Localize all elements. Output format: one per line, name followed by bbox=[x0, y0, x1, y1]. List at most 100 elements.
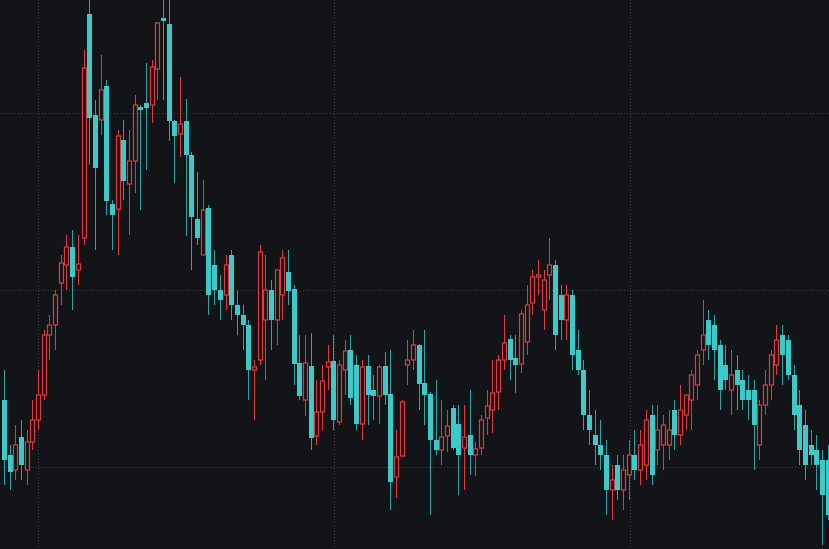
candle-up bbox=[484, 390, 491, 435]
candle-body bbox=[218, 290, 223, 300]
candle-up bbox=[399, 400, 406, 457]
candle-body bbox=[110, 204, 115, 215]
candle-body bbox=[52, 294, 59, 326]
candle-body bbox=[81, 67, 88, 239]
candle-body bbox=[643, 419, 650, 466]
candle-body bbox=[809, 445, 814, 455]
candle-up bbox=[688, 370, 695, 430]
candle-body bbox=[376, 366, 383, 397]
candle-body bbox=[19, 437, 24, 465]
candle-up bbox=[626, 440, 633, 500]
candle-down bbox=[797, 390, 802, 465]
candle-body bbox=[752, 390, 757, 425]
candle-down bbox=[650, 405, 655, 485]
candle-up bbox=[518, 310, 525, 373]
candle-body bbox=[149, 66, 156, 106]
candle-body bbox=[683, 394, 690, 416]
candle-up bbox=[319, 365, 326, 430]
candle-body bbox=[262, 289, 269, 321]
candle-body bbox=[115, 135, 122, 210]
candle-body bbox=[29, 419, 36, 443]
candle-body bbox=[63, 246, 70, 266]
candle-up bbox=[478, 415, 485, 455]
candle-body bbox=[495, 359, 502, 393]
candle-body bbox=[615, 465, 620, 490]
candle-down bbox=[820, 450, 825, 545]
candle-down bbox=[172, 120, 177, 183]
candle-up bbox=[756, 400, 763, 460]
candle-body bbox=[706, 320, 711, 345]
candle-body bbox=[792, 375, 797, 415]
candle-body bbox=[410, 344, 417, 361]
candle-down bbox=[581, 360, 586, 430]
candle-body bbox=[35, 394, 42, 421]
candle-body bbox=[604, 455, 609, 490]
candle-body bbox=[786, 340, 791, 375]
candle-down bbox=[723, 345, 728, 390]
candle-body bbox=[712, 325, 717, 350]
candle-up bbox=[115, 130, 122, 255]
candle-body bbox=[553, 265, 558, 335]
candle-down bbox=[110, 200, 115, 250]
candle-up bbox=[52, 290, 59, 350]
candle-up bbox=[495, 355, 502, 410]
candle-body bbox=[723, 365, 728, 380]
candle-down bbox=[366, 355, 371, 425]
candle-body bbox=[144, 103, 149, 108]
candle-down bbox=[348, 335, 353, 405]
candle-down bbox=[235, 290, 240, 335]
candle-body bbox=[223, 264, 230, 296]
candle-body bbox=[535, 274, 542, 278]
candle-up bbox=[546, 238, 553, 300]
candle-up bbox=[444, 410, 451, 452]
candle-body bbox=[154, 22, 161, 70]
candle-up bbox=[24, 430, 31, 485]
candle-up bbox=[279, 250, 286, 320]
candle-body bbox=[609, 479, 616, 491]
candle-down bbox=[593, 410, 598, 465]
candle-up bbox=[126, 130, 133, 235]
candle-down bbox=[809, 430, 814, 465]
candle-up bbox=[393, 430, 400, 498]
candle-down bbox=[752, 380, 757, 470]
candle-up bbox=[177, 77, 184, 157]
candle-body bbox=[257, 251, 264, 361]
candle-down bbox=[468, 390, 473, 475]
candle-up bbox=[149, 60, 156, 123]
candle-down bbox=[189, 152, 194, 270]
candle-body bbox=[24, 441, 31, 471]
candle-body bbox=[780, 335, 785, 355]
candle-down bbox=[167, 0, 172, 141]
candle-body bbox=[104, 86, 109, 201]
candle-body bbox=[735, 370, 740, 385]
candle-up bbox=[643, 410, 650, 480]
candle-body bbox=[501, 342, 508, 361]
candle-body bbox=[251, 366, 258, 371]
candle-down bbox=[576, 330, 581, 375]
candle-down bbox=[428, 392, 433, 515]
candle-body bbox=[75, 263, 82, 271]
candle-down bbox=[104, 80, 109, 215]
candle-down bbox=[297, 335, 302, 400]
candle-body bbox=[677, 409, 684, 436]
candle-body bbox=[768, 354, 775, 386]
candle-down bbox=[740, 370, 745, 410]
candle-body bbox=[87, 14, 92, 118]
candle-up bbox=[35, 370, 42, 430]
candle-up bbox=[660, 415, 667, 470]
candle-body bbox=[461, 436, 468, 449]
candle-body bbox=[672, 410, 677, 435]
candle-body bbox=[302, 362, 309, 401]
candle-down bbox=[632, 430, 637, 480]
candle-up bbox=[529, 270, 536, 315]
candle-up bbox=[342, 340, 349, 395]
candle-up bbox=[609, 465, 616, 520]
candle-body bbox=[563, 294, 570, 321]
candle-down bbox=[354, 355, 359, 430]
candle-body bbox=[518, 313, 525, 365]
candle-body bbox=[331, 361, 336, 420]
candle-body bbox=[41, 334, 48, 396]
candle-body bbox=[354, 365, 359, 424]
candle-body bbox=[637, 444, 644, 471]
candle-body bbox=[632, 455, 637, 470]
